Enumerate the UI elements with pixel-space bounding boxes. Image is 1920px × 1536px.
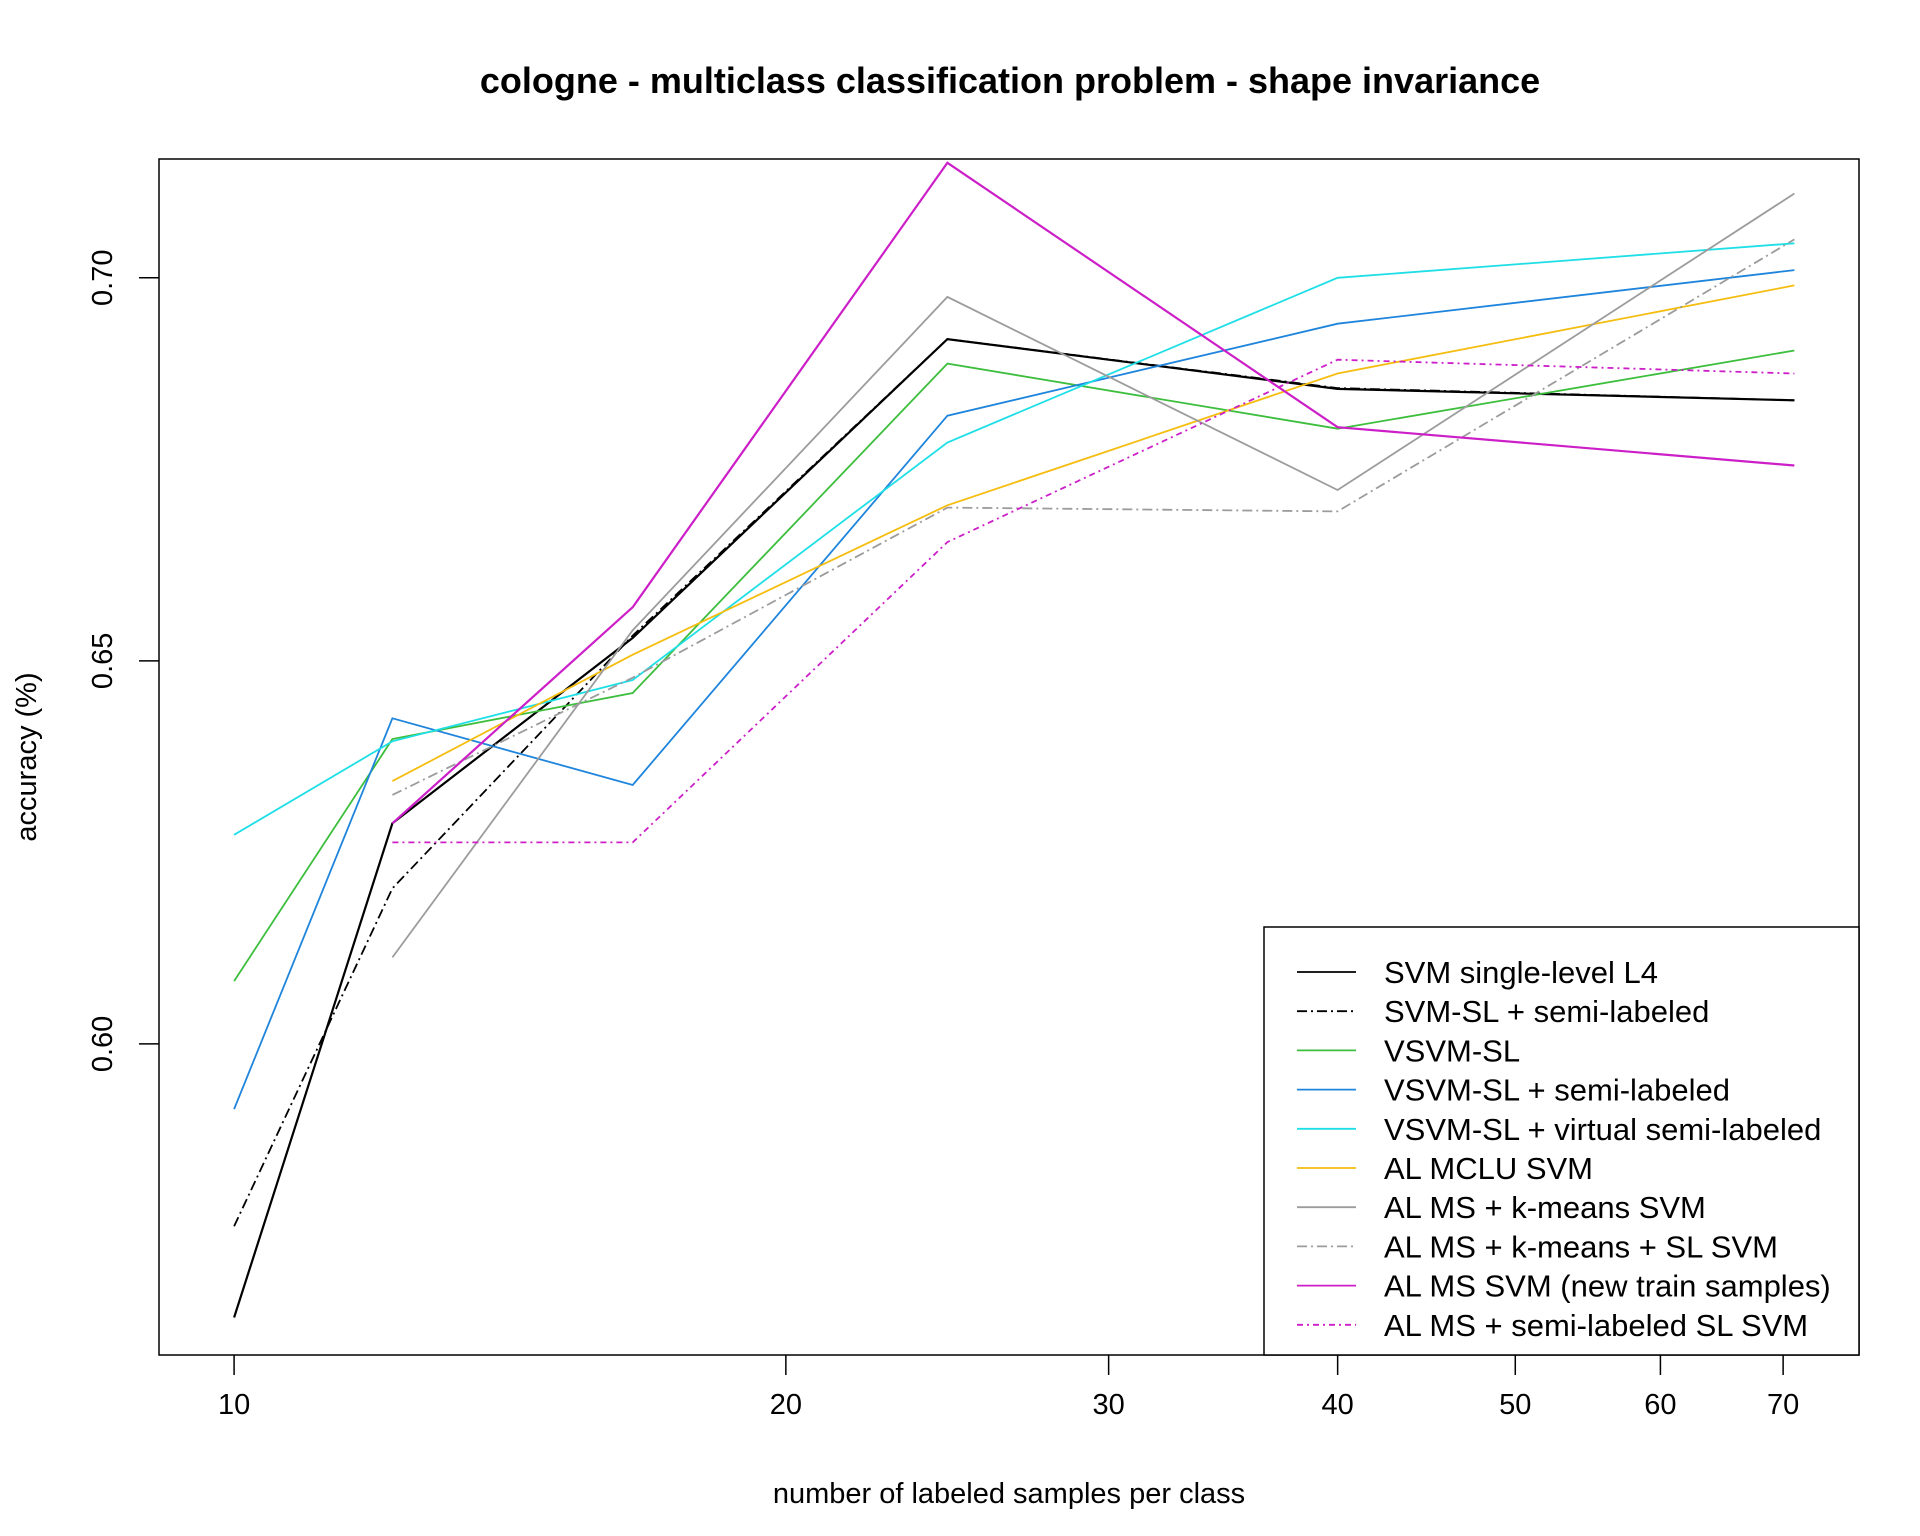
series-line-2 [233,338,1795,1227]
series-line-4 [233,269,1795,1110]
x-tick-label: 10 [218,1389,250,1421]
legend-label: VSVM-SL + virtual semi-labeled [1384,1112,1821,1147]
legend-label: AL MS + k-means + SL SVM [1384,1229,1778,1264]
plot-area [158,158,1860,1356]
series-line-6 [391,284,1795,782]
legend-box [1263,926,1860,1356]
series-line-3 [233,349,1795,982]
legend-label: VSVM-SL [1384,1033,1520,1068]
y-tick-label: 0.70 [87,250,119,306]
series-line-8 [392,238,1795,796]
legend: SVM single-level L4 SVM-SL + semi-labeled… [1263,926,1860,1356]
series-line-9 [391,161,1795,825]
legend-label: SVM-SL + semi-labeled [1384,994,1709,1029]
x-axis: 10 20 30 40 50 60 70 [218,1355,1799,1421]
x-tick-label: 50 [1499,1389,1531,1421]
series-line-7 [391,192,1795,958]
legend-label: AL MS + k-means SVM [1384,1190,1706,1225]
series-line-10 [392,358,1795,844]
x-tick-label: 20 [770,1389,802,1421]
legend-label: VSVM-SL + semi-labeled [1384,1073,1730,1108]
legend-label: AL MCLU SVM [1384,1151,1593,1186]
y-tick-label: 0.65 [87,633,119,689]
series-layer [233,161,1795,1318]
legend-label: AL MS + semi-labeled SL SVM [1384,1308,1808,1343]
x-tick-label: 40 [1322,1389,1354,1421]
series-line-5 [233,242,1795,836]
y-axis: 0.60 0.65 0.70 [87,250,159,1072]
y-axis-label: accuracy (%) [11,672,43,841]
chart-title: cologne - multiclass classification prob… [480,60,1540,101]
y-tick-label: 0.60 [87,1016,119,1072]
x-axis-label: number of labeled samples per class [773,1478,1245,1510]
legend-label: SVM single-level L4 [1384,955,1658,990]
legend-label: AL MS SVM (new train samples) [1384,1269,1831,1304]
x-tick-label: 60 [1644,1389,1676,1421]
x-tick-label: 70 [1767,1389,1799,1421]
x-tick-label: 30 [1092,1389,1124,1421]
